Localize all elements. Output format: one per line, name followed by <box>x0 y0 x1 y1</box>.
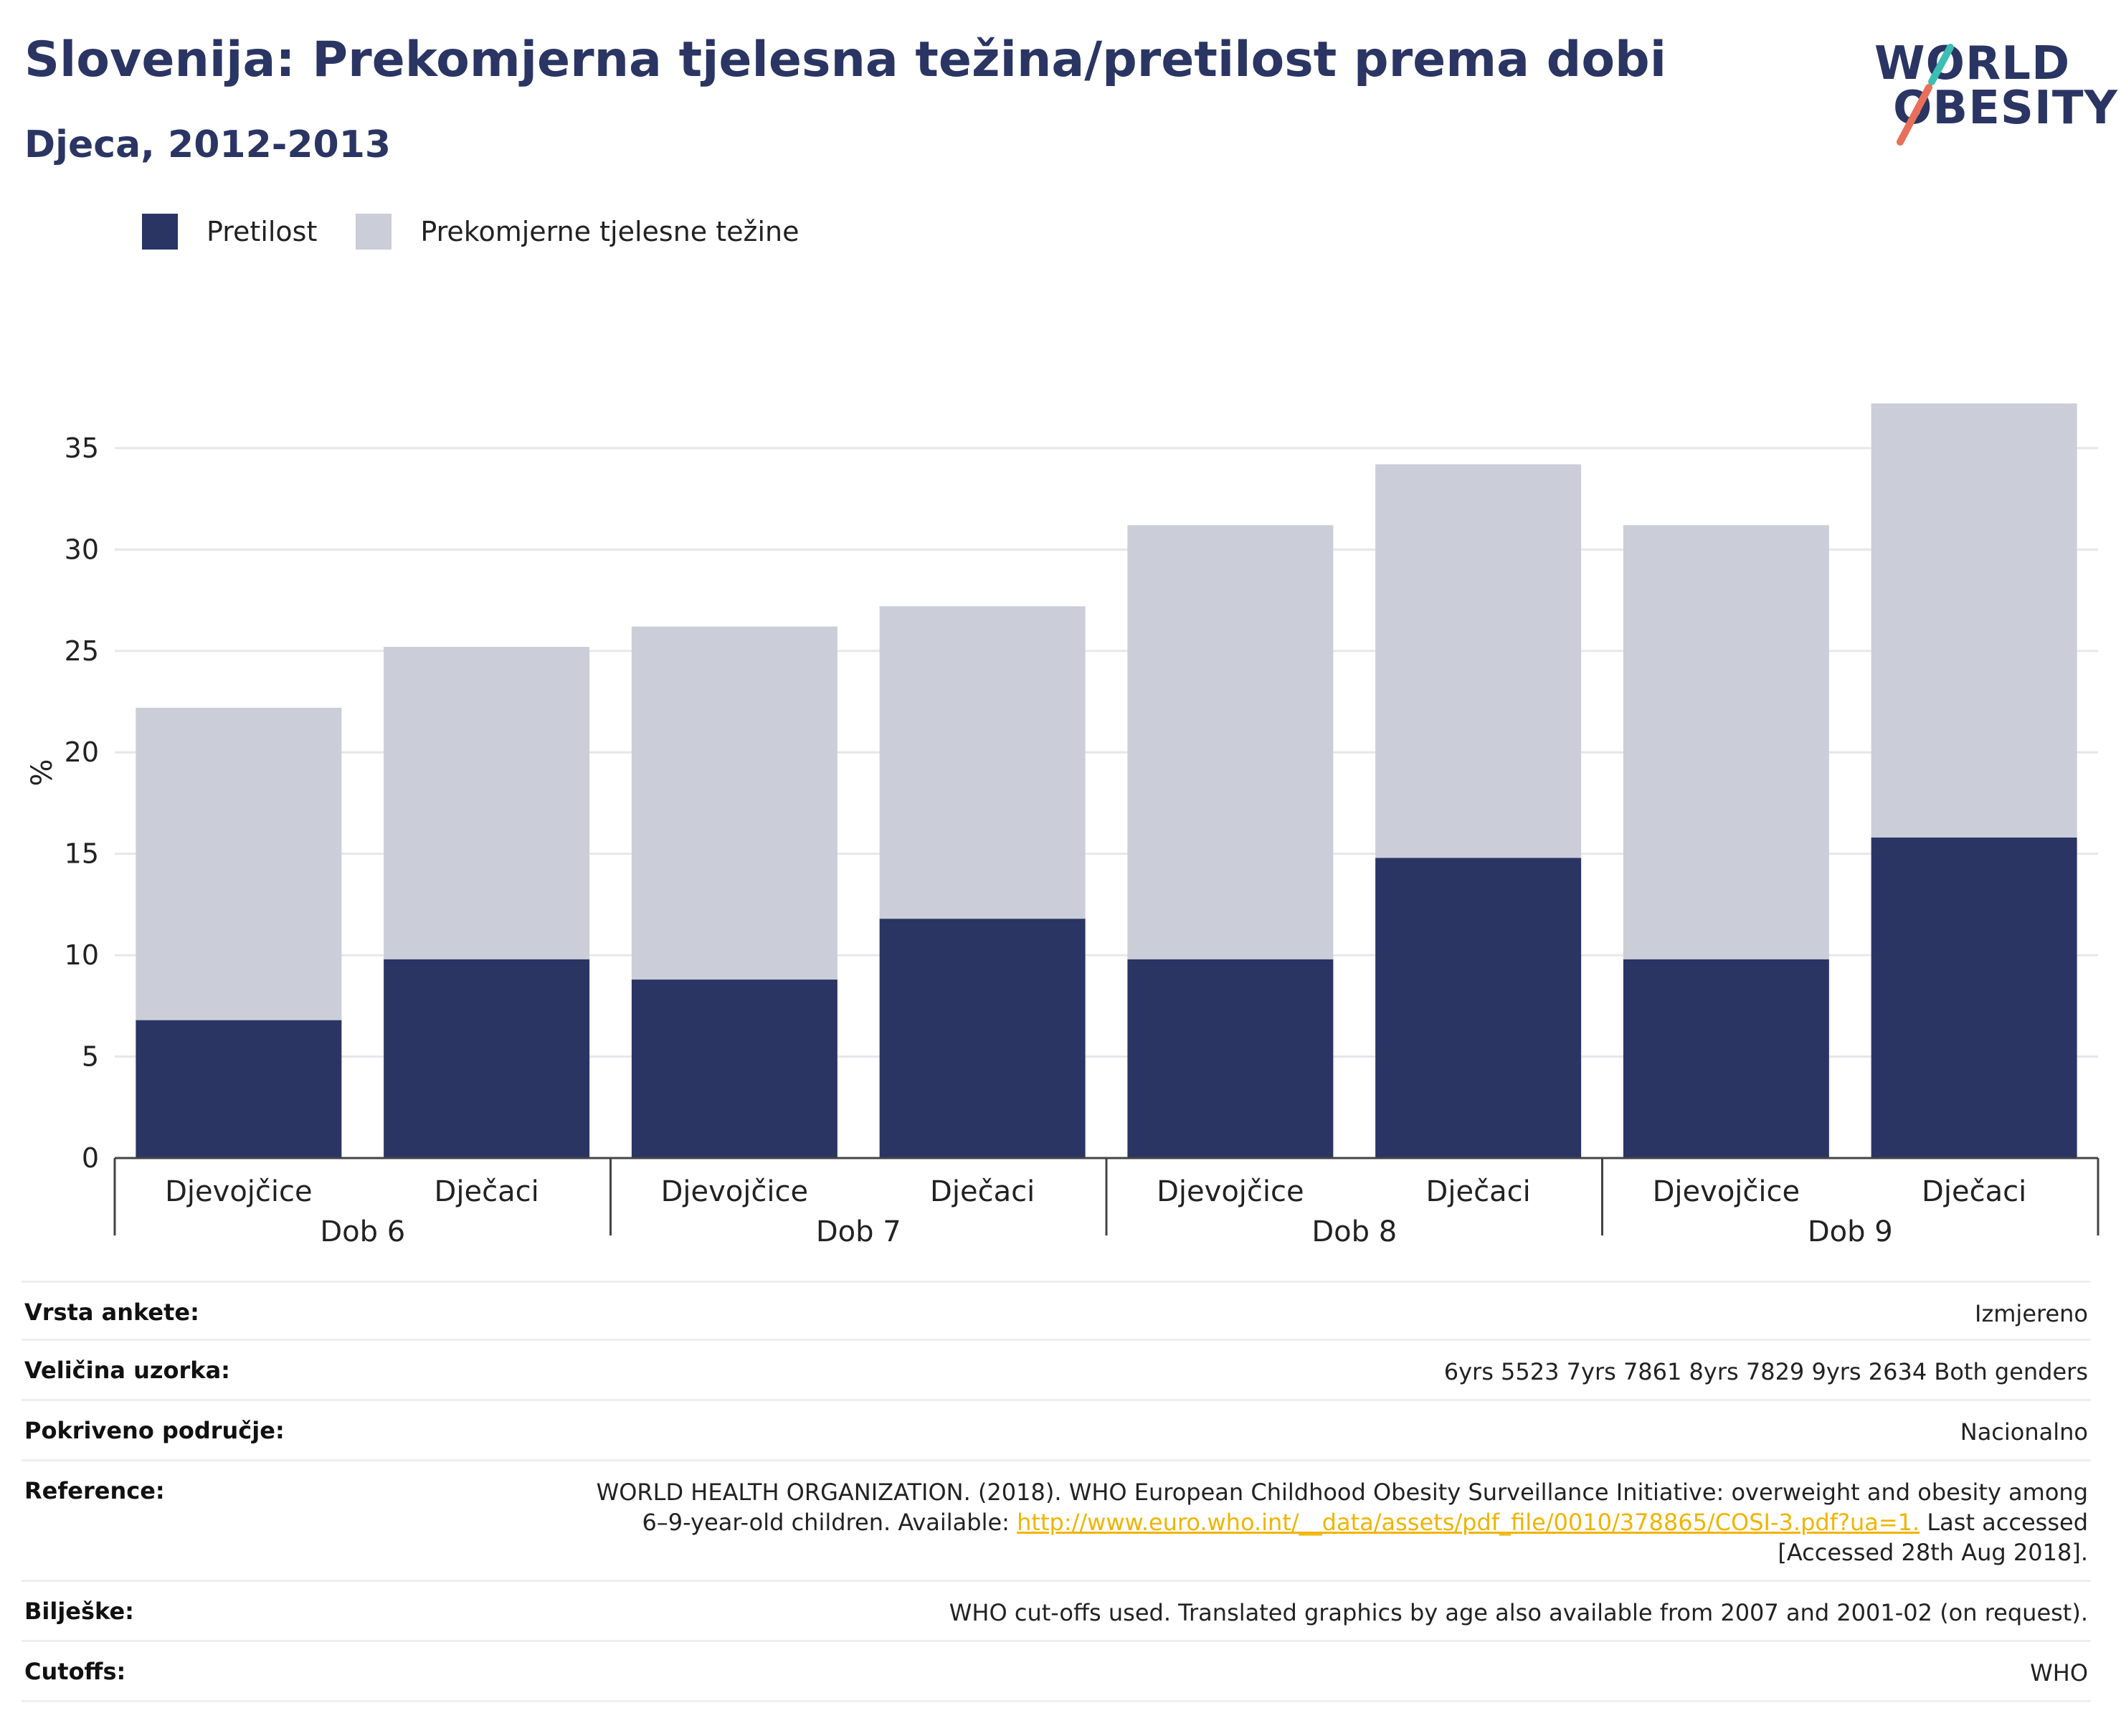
legend-swatch-obesity <box>142 214 178 250</box>
x-tick-label: Dječaci <box>1426 1175 1531 1208</box>
x-tick-label: Dječaci <box>1922 1175 2026 1208</box>
bar-overweight <box>1375 464 1582 858</box>
legend-label-overweight: Prekomjerne tjelesne težine <box>420 216 799 247</box>
x-tick-label: Djevojčice <box>661 1175 809 1208</box>
bar-overweight <box>384 647 590 959</box>
meta-row-notes: Bilješke: WHO cut-offs used. Translated … <box>22 1582 2091 1642</box>
x-tick-label: Djevojčice <box>1157 1175 1304 1208</box>
reference-value: WORLD HEALTH ORGANIZATION. (2018). WHO E… <box>597 1477 2088 1567</box>
y-tick-label: 30 <box>65 533 99 565</box>
reference-label: Reference: <box>24 1477 165 1504</box>
group-label: Dob 8 <box>1311 1215 1397 1248</box>
world-obesity-logo: WORLD OBESITY <box>1871 37 2117 152</box>
logo-line-1: WORLD <box>1874 37 2071 90</box>
cutoffs-value: WHO <box>2030 1659 2088 1687</box>
bar-obesity <box>1375 858 1582 1158</box>
x-tick-label: Djevojčice <box>165 1175 313 1208</box>
notes-value: WHO cut-offs used. Translated graphics b… <box>949 1599 2088 1626</box>
y-tick-label: 35 <box>65 432 99 464</box>
bar-overweight <box>1127 525 1334 959</box>
survey-type-value: Izmjereno <box>1975 1300 2088 1327</box>
y-tick-label: 20 <box>65 736 99 768</box>
stacked-bar-chart: 0 5 10 15 20 25 30 35% Djevojčice Dječaci Djevojči… <box>26 403 2099 1248</box>
legend-item-overweight: Prekomjerne tjelesne težine <box>356 214 799 250</box>
survey-info-table: Vrsta ankete: Izmjereno Veličina uzorka:… <box>22 1281 2091 1702</box>
meta-row-cutoffs: Cutoffs: WHO <box>22 1642 2091 1702</box>
reference-text-3: Last accessed <box>1920 1509 2088 1536</box>
x-tick-label: Dječaci <box>435 1175 539 1208</box>
bar-obesity <box>384 959 590 1158</box>
sample-size-label: Veličina uzorka: <box>24 1357 230 1384</box>
x-tick-label: Djevojčice <box>1653 1175 1800 1208</box>
sample-size-value: 6yrs 5523 7yrs 7861 8yrs 7829 9yrs 2634 … <box>1443 1358 2088 1385</box>
legend-item-obesity: Pretilost <box>142 214 317 250</box>
bar-obesity <box>1127 959 1334 1158</box>
bar-obesity <box>1871 838 2077 1158</box>
reference-text-2: 6–9-year-old children. Available: <box>642 1509 1017 1536</box>
bar-obesity <box>631 980 838 1158</box>
coverage-value: Nacionalno <box>1960 1418 2088 1446</box>
reference-text-4: [Accessed 28th Aug 2018]. <box>1778 1539 2088 1566</box>
meta-row-reference: Reference: WORLD HEALTH ORGANIZATION. (2… <box>22 1461 2091 1582</box>
page-subtitle: Djeca, 2012-2013 <box>24 123 392 166</box>
meta-row-sample-size: Veličina uzorka: 6yrs 5523 7yrs 7861 8yr… <box>22 1341 2091 1401</box>
coverage-label: Pokriveno područje: <box>24 1417 285 1444</box>
x-tick-label: Dječaci <box>930 1175 1035 1208</box>
logo-slash-icon <box>1897 44 1954 146</box>
y-tick-label: 15 <box>65 838 99 870</box>
bar-overweight <box>879 606 1086 919</box>
legend-label-obesity: Pretilost <box>207 216 318 247</box>
bar-overweight <box>136 707 342 1020</box>
meta-row-survey-type: Vrsta ankete: Izmjereno <box>22 1281 2091 1341</box>
y-axis-label: % <box>26 759 59 786</box>
group-label: Dob 6 <box>320 1215 405 1248</box>
chart-legend: Pretilost Prekomjerne tjelesne težine <box>142 212 838 251</box>
bar-overweight <box>1623 525 1829 959</box>
page-title: Slovenija: Prekomjerna tjelesna težina/p… <box>24 32 1667 88</box>
survey-type-label: Vrsta ankete: <box>24 1299 199 1326</box>
reference-link[interactable]: http://www.euro.who.int/__data/assets/pd… <box>1017 1509 1920 1536</box>
meta-row-coverage: Pokriveno područje: Nacionalno <box>22 1401 2091 1461</box>
y-tick-label: 25 <box>65 635 99 667</box>
bar-overweight <box>631 626 838 980</box>
group-label: Dob 7 <box>816 1215 901 1248</box>
y-tick-label: 10 <box>65 939 99 971</box>
bar-overweight <box>1871 403 2077 838</box>
cutoffs-label: Cutoffs: <box>24 1658 126 1685</box>
group-label: Dob 9 <box>1808 1215 1893 1248</box>
notes-label: Bilješke: <box>24 1598 134 1625</box>
y-tick-label: 0 <box>82 1142 99 1174</box>
bar-obesity <box>136 1020 342 1158</box>
legend-swatch-overweight <box>356 214 392 250</box>
bar-obesity <box>1623 959 1829 1158</box>
bar-obesity <box>879 919 1086 1158</box>
y-tick-label: 5 <box>82 1041 99 1073</box>
reference-text-1: WORLD HEALTH ORGANIZATION. (2018). WHO E… <box>596 1479 2088 1506</box>
